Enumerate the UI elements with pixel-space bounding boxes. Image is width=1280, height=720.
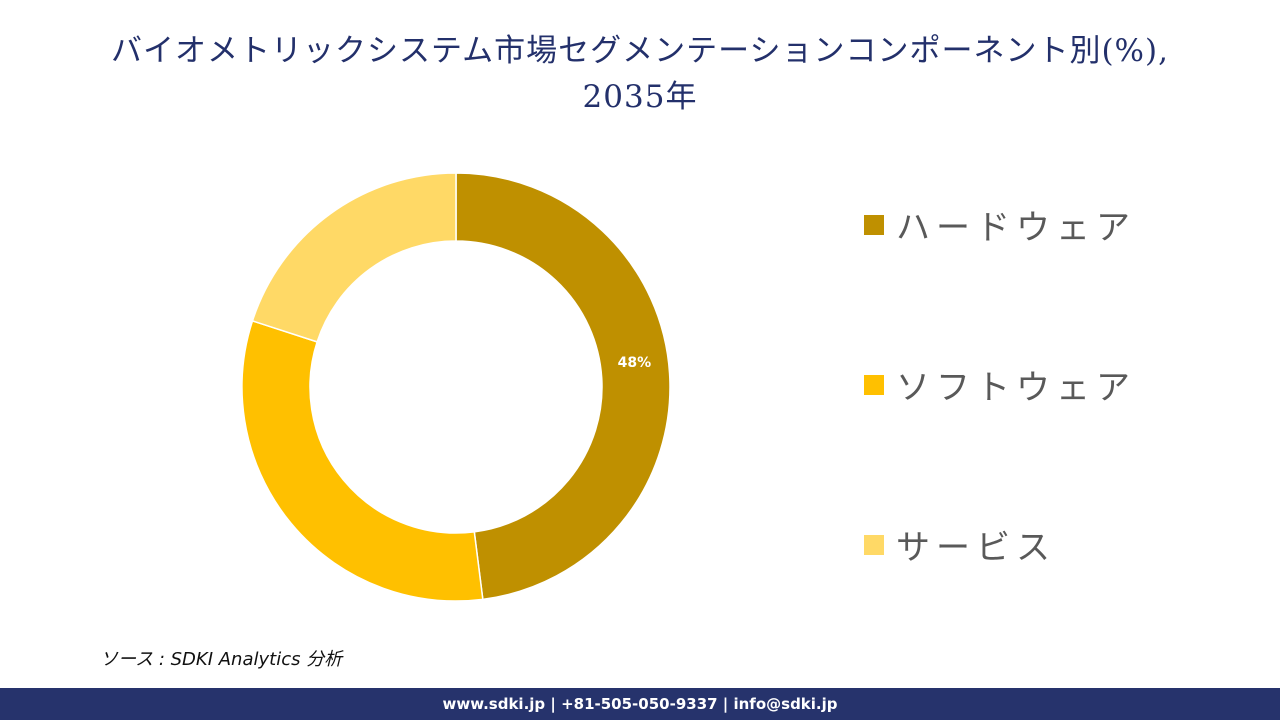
- donut-chart-svg: [241, 172, 671, 602]
- donut-chart: 48%: [230, 160, 690, 620]
- data-label-hardware: 48%: [617, 355, 652, 372]
- footer-contact: www.sdki.jp | +81-505-050-9337 | info@sd…: [442, 695, 838, 713]
- legend-label-software: ソフトウェア: [896, 368, 1136, 408]
- donut-segment-hardware: [455, 172, 671, 601]
- legend-swatch-software: [864, 374, 884, 395]
- legend-swatch-services: [864, 534, 884, 555]
- chart-title-line-1: バイオメトリックシステム市場セグメンテーションコンポーネント別(%),: [111, 33, 1169, 69]
- chart-title-line-2: 2035年: [582, 79, 698, 115]
- donut-segment-services: [251, 172, 457, 343]
- source-note: ソース : SDKI Analytics 分析: [100, 649, 343, 670]
- legend-label-services: サービス: [896, 528, 1056, 568]
- chart-title: バイオメトリックシステム市場セグメンテーションコンポーネント別(%), 2035…: [0, 28, 1280, 120]
- legend-item-services: サービス: [864, 520, 1056, 569]
- legend-swatch-hardware: [864, 214, 884, 235]
- legend-item-hardware: ハードウェア: [864, 200, 1136, 249]
- footer-bar: www.sdki.jp | +81-505-050-9337 | info@sd…: [0, 688, 1280, 720]
- donut-segment-software: [241, 319, 484, 602]
- legend-item-software: ソフトウェア: [864, 360, 1136, 409]
- legend-label-hardware: ハードウェア: [896, 208, 1136, 248]
